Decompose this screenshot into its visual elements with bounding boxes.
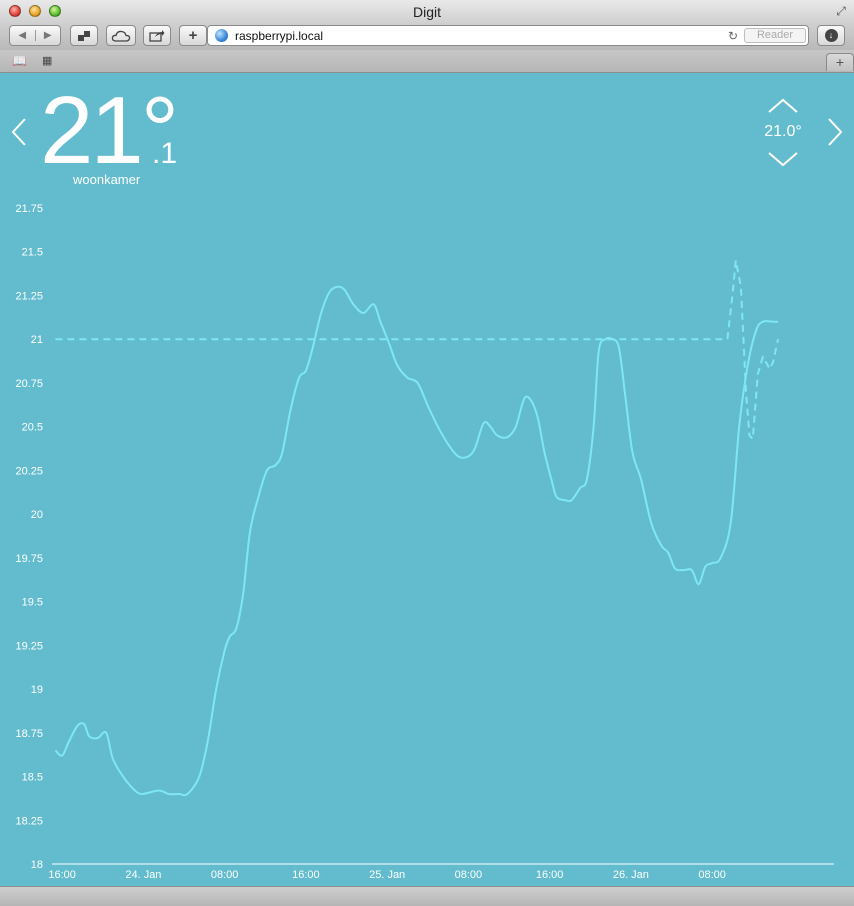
y-tick-label: 21.75 — [15, 203, 43, 215]
forward-arrow-icon[interactable]: ▶ — [43, 30, 52, 41]
close-window-button[interactable] — [9, 5, 21, 17]
chevron-left-icon[interactable] — [11, 117, 27, 147]
setpoint-series-line — [55, 259, 780, 440]
y-tick-label: 19.75 — [15, 553, 43, 565]
top-sites-button[interactable] — [70, 25, 98, 46]
temperature-chart: 18 18.25 18.5 18.75 19 19.25 19.5 19.75 20 20.25 2… — [15, 203, 834, 881]
y-tick-label: 19.5 — [22, 597, 43, 609]
cloud-icon — [111, 30, 131, 42]
address-text[interactable]: raspberrypi.local — [235, 29, 324, 43]
x-tick-label: 16:00 — [536, 869, 564, 881]
chevron-up-icon[interactable] — [767, 98, 799, 114]
x-tick-label: 08:00 — [211, 869, 239, 881]
back-arrow-icon[interactable]: ◀ — [10, 30, 36, 41]
y-tick-label: 18.5 — [22, 772, 43, 784]
x-tick-label: 08:00 — [698, 869, 726, 881]
current-temperature-fraction: .1 — [152, 137, 178, 170]
y-tick-label: 18 — [31, 859, 43, 871]
download-icon: ↓ — [824, 29, 838, 42]
top-sites-icon — [78, 30, 90, 41]
y-tick-label: 20 — [31, 509, 43, 521]
share-button[interactable] — [143, 25, 171, 46]
status-bar — [0, 886, 854, 906]
y-tick-label: 19 — [31, 684, 43, 696]
address-bar[interactable]: raspberrypi.local ↻ Reader — [207, 25, 809, 46]
minimize-window-button[interactable] — [29, 5, 41, 17]
reading-list-icon[interactable]: 📖 — [12, 54, 27, 68]
x-tick-label: 16:00 — [48, 869, 76, 881]
bookmarks-bar: 📖 ▦ + — [0, 50, 854, 73]
new-tab-button[interactable]: + — [826, 53, 854, 71]
browser-toolbar: ◀ ▶ + raspberrypi.local ↻ Reader ↓ — [0, 24, 854, 50]
y-tick-label: 21 — [31, 334, 43, 346]
downloads-button[interactable]: ↓ — [817, 25, 845, 46]
x-tick-label: 26. Jan — [613, 869, 649, 881]
share-icon — [149, 30, 165, 42]
chevron-right-icon[interactable] — [827, 117, 843, 147]
plus-icon: + — [188, 27, 198, 44]
x-tick-label: 08:00 — [455, 869, 483, 881]
x-tick-label: 25. Jan — [369, 869, 405, 881]
fullscreen-icon[interactable]: ⤢ — [836, 4, 846, 18]
window-title: Digit — [412, 4, 441, 20]
reader-button[interactable]: Reader — [744, 28, 806, 43]
add-bookmark-button[interactable]: + — [179, 25, 207, 46]
back-forward-group: ◀ ▶ — [9, 25, 61, 46]
current-temperature: 21° — [40, 77, 179, 184]
y-tick-label: 18.25 — [15, 815, 43, 827]
top-sites-grid-icon[interactable]: ▦ — [42, 55, 52, 67]
globe-icon — [215, 29, 228, 42]
y-tick-label: 18.75 — [15, 728, 43, 740]
y-tick-label: 19.25 — [15, 640, 43, 652]
y-tick-label: 20.75 — [15, 378, 43, 390]
x-tick-label: 24. Jan — [125, 869, 161, 881]
chevron-down-icon[interactable] — [767, 151, 799, 167]
setpoint-temperature: 21.0° — [764, 123, 802, 140]
y-tick-label: 20.25 — [15, 465, 43, 477]
window-titlebar: Digit ⤢ — [0, 0, 854, 24]
zoom-window-button[interactable] — [49, 5, 61, 17]
y-tick-label: 21.5 — [22, 247, 43, 259]
room-name: woonkamer — [73, 172, 141, 187]
x-tick-label: 16:00 — [292, 869, 320, 881]
y-tick-label: 20.5 — [22, 422, 43, 434]
y-tick-label: 21.25 — [15, 290, 43, 302]
icloud-tabs-button[interactable] — [106, 25, 136, 46]
measured-temperature-line — [54, 285, 779, 797]
thermostat-page: 21° .1 woonkamer 21.0° 18 18.25 18.5 18.75 1… — [0, 73, 854, 886]
reload-icon[interactable]: ↻ — [727, 29, 738, 43]
